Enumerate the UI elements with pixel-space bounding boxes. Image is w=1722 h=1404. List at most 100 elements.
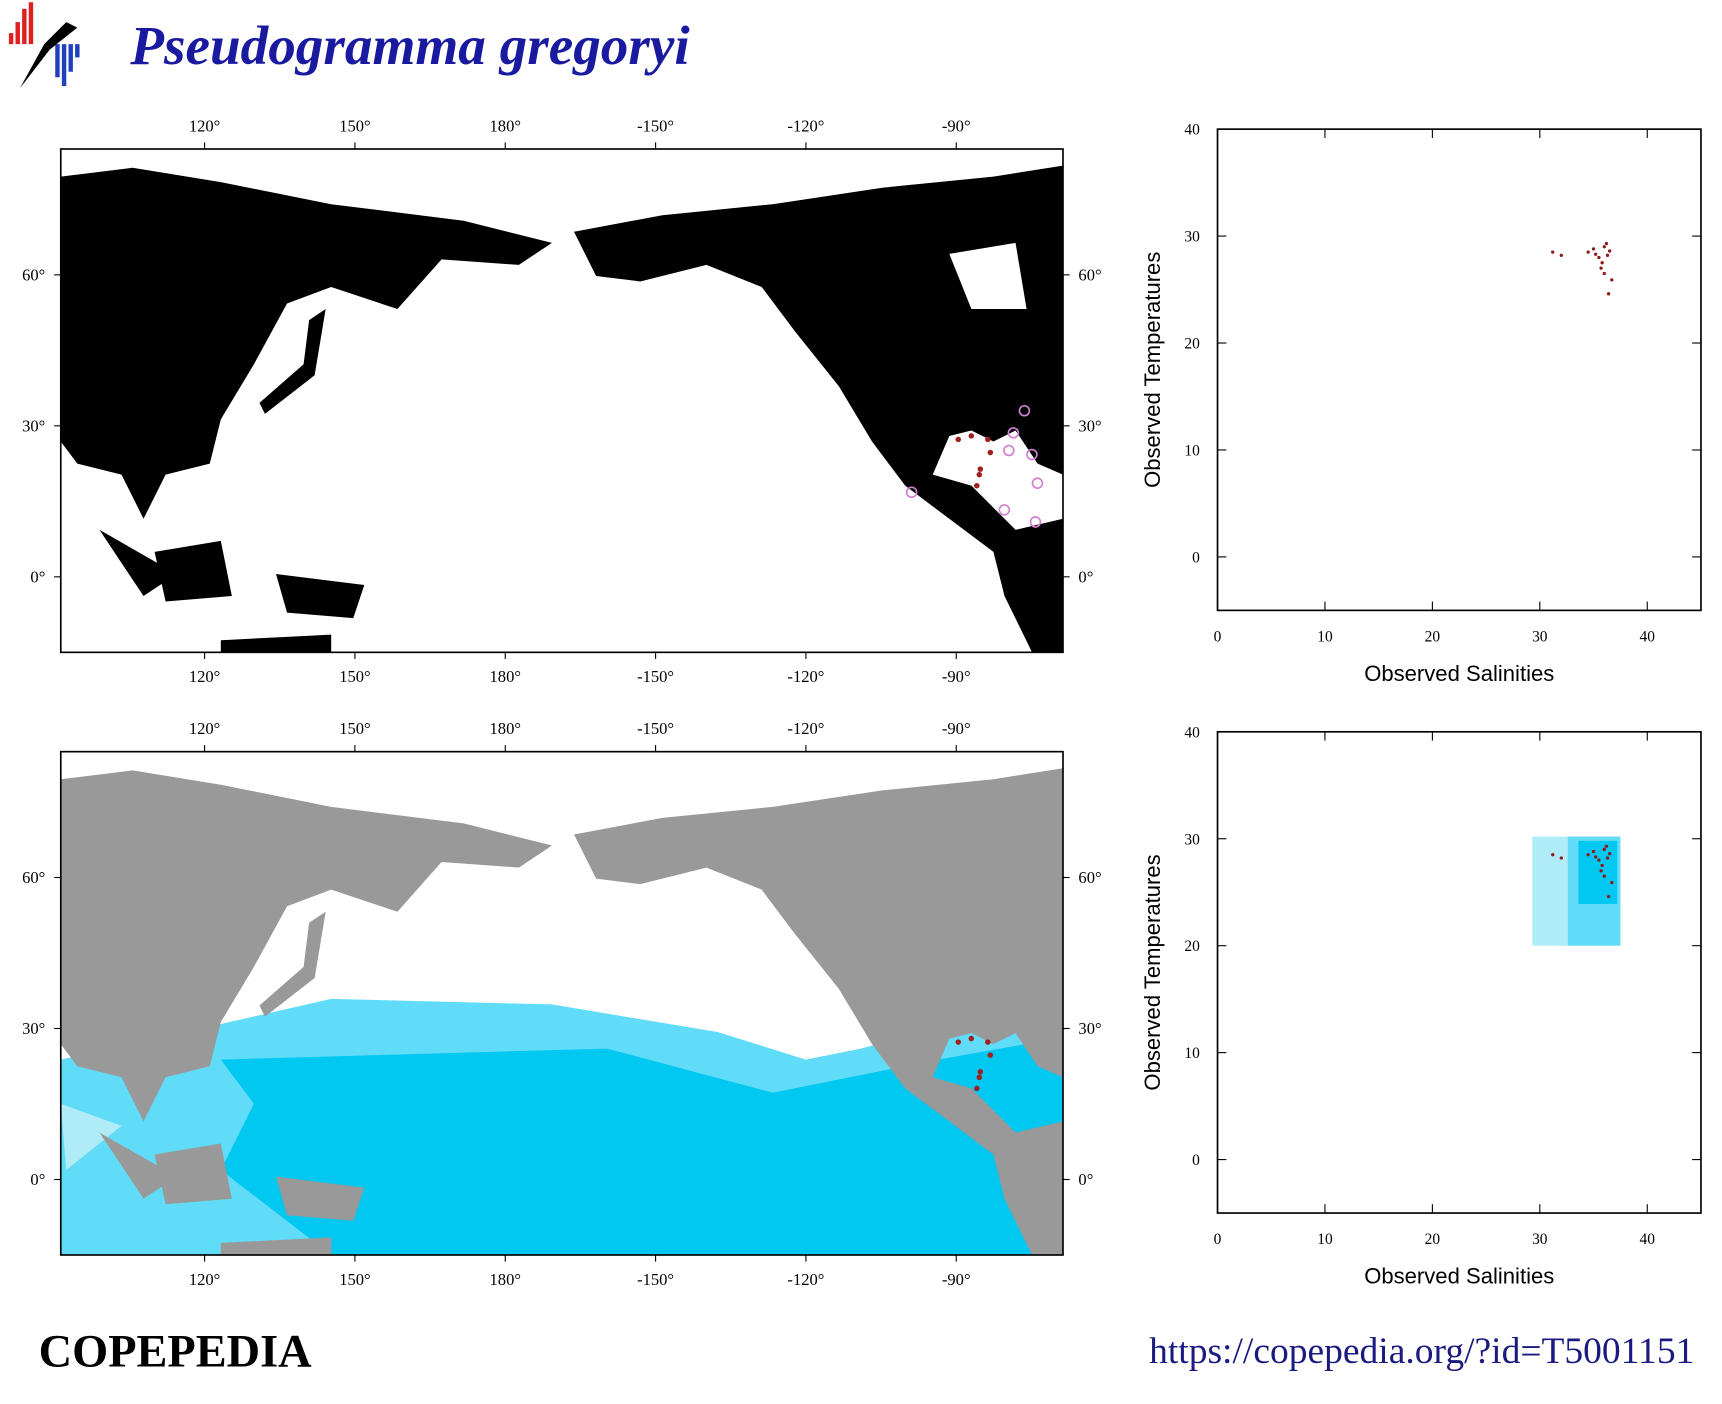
lon-label: 150° <box>339 719 370 738</box>
point <box>1610 278 1614 282</box>
lat-label: 60° <box>22 868 45 887</box>
y-tick-label: 40 <box>1184 724 1200 741</box>
lat-label: 30° <box>1078 1019 1101 1038</box>
point <box>1607 249 1612 253</box>
lat-label: 60° <box>22 265 45 284</box>
point <box>1594 252 1598 256</box>
point <box>1602 874 1606 878</box>
lon-label: 180° <box>490 1270 521 1289</box>
point <box>1604 844 1609 848</box>
point <box>1604 241 1609 246</box>
lat-label: 30° <box>22 416 45 435</box>
record-circle <box>998 504 1011 516</box>
lon-label: 180° <box>490 116 521 135</box>
point <box>1605 253 1610 257</box>
lon-label: 180° <box>490 667 521 686</box>
lon-label: 120° <box>189 1270 220 1289</box>
record-dot <box>968 1035 975 1042</box>
lon-label: 180° <box>490 719 521 738</box>
ocean-zone <box>61 1104 122 1170</box>
lon-label: 120° <box>189 667 220 686</box>
lon-label: 150° <box>339 667 370 686</box>
point <box>1610 880 1614 885</box>
lat-label: 60° <box>1078 265 1101 284</box>
record-circle <box>1018 404 1031 417</box>
map-frame <box>59 148 1064 654</box>
record-circle <box>1026 448 1038 461</box>
lat-label: 0° <box>30 567 45 586</box>
record-circle <box>1031 477 1044 490</box>
lon-label: -120° <box>787 1270 824 1289</box>
lat-label: 60° <box>1078 868 1101 887</box>
x-tick-label: 30 <box>1532 1231 1548 1248</box>
lon-label: -150° <box>637 667 674 686</box>
y-axis-label: Observed Temperatures <box>1140 854 1165 1090</box>
map-presence <box>60 149 1063 653</box>
point <box>1586 853 1590 857</box>
point <box>1551 853 1555 857</box>
x-tick-label: 10 <box>1317 1231 1333 1248</box>
record-circle <box>1007 427 1020 439</box>
y-tick-label: 10 <box>1184 1045 1200 1062</box>
point <box>1600 863 1604 868</box>
x-axis-label: Observed Salinities <box>1364 1264 1554 1289</box>
y-tick-label: 0 <box>1192 1152 1200 1169</box>
lon-label: -90° <box>942 116 971 135</box>
y-tick-label: 0 <box>1192 549 1200 566</box>
point <box>1602 847 1606 852</box>
record-dot <box>985 436 991 443</box>
x-tick-label: 20 <box>1425 628 1441 645</box>
lon-label: -150° <box>637 719 674 738</box>
url[interactable]: https://copepedia.org/?id=T5001151 <box>1149 1331 1694 1372</box>
record-dot <box>987 1052 994 1058</box>
x-tick-label: 0 <box>1214 628 1222 645</box>
record-dot <box>968 433 975 439</box>
lon-label: 120° <box>189 719 220 738</box>
lat-label: 0° <box>30 1170 45 1189</box>
y-tick-label: 40 <box>1184 122 1200 139</box>
point <box>1607 852 1612 856</box>
x-tick-label: 0 <box>1214 1231 1222 1248</box>
y-tick-label: 10 <box>1184 442 1200 459</box>
y-tick-label: 20 <box>1184 336 1200 353</box>
point <box>1599 869 1603 873</box>
point <box>1606 292 1611 296</box>
lon-label: 120° <box>189 116 220 135</box>
hudson-bay <box>949 242 1027 310</box>
y-tick-label: 30 <box>1184 831 1200 848</box>
point <box>1591 849 1596 854</box>
record-dot <box>987 449 994 456</box>
point <box>1602 245 1606 249</box>
lat-label: 0° <box>1078 1170 1093 1189</box>
brand: COPEPEDIA <box>39 1326 312 1377</box>
point <box>1597 858 1601 862</box>
record-dot <box>985 1039 991 1045</box>
map-habitat <box>61 752 1063 1255</box>
y-tick-label: 20 <box>1184 938 1200 955</box>
point <box>1597 255 1601 260</box>
plot-frame <box>1216 128 1702 612</box>
record-dot <box>955 1039 962 1045</box>
point <box>1605 856 1610 860</box>
x-tick-label: 40 <box>1640 1231 1656 1248</box>
range-box <box>1578 840 1618 904</box>
point <box>1600 261 1604 265</box>
point <box>1559 253 1563 257</box>
y-tick-label: 30 <box>1184 229 1200 246</box>
x-axis-label: Observed Salinities <box>1364 661 1554 686</box>
lon-label: -90° <box>942 667 971 686</box>
point <box>1551 250 1555 254</box>
logo <box>8 2 80 89</box>
point <box>1559 856 1563 860</box>
point <box>1594 855 1598 859</box>
lon-label: -150° <box>637 1270 674 1289</box>
record-circle <box>905 486 918 499</box>
lat-label: 30° <box>22 1019 45 1038</box>
record-dot <box>976 1074 983 1081</box>
y-axis-label: Observed Temperatures <box>1140 252 1165 488</box>
point <box>1586 250 1590 254</box>
map-frame <box>59 750 1064 1256</box>
record-dot <box>976 471 983 478</box>
point <box>1606 894 1611 899</box>
